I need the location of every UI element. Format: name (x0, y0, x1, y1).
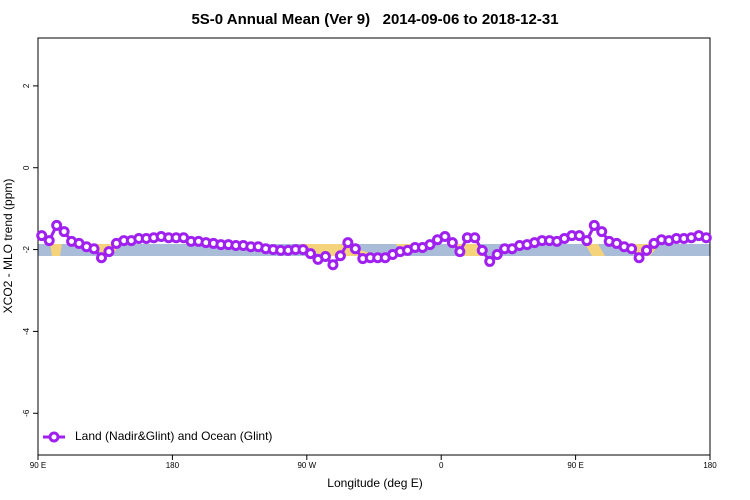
x-tick-label: 0 (439, 461, 444, 470)
data-point (58, 226, 70, 238)
data-point (319, 251, 331, 263)
x-tick-label: 90 E (567, 461, 583, 470)
data-point (305, 248, 317, 260)
legend-label: Land (Nadir&Glint) and Ocean (Glint) (75, 429, 272, 443)
x-tick-label: 180 (703, 461, 717, 470)
data-point (491, 248, 503, 260)
data-point (476, 244, 488, 256)
data-point (95, 252, 107, 264)
data-point (484, 255, 496, 267)
x-tick-label: 180 (166, 461, 180, 470)
data-point (588, 219, 600, 231)
data-point (43, 235, 55, 247)
data-point (36, 230, 48, 242)
y-axis-label: XCO2 - MLO trend (ppm) (1, 179, 15, 314)
data-point (700, 232, 712, 244)
plot-frame (37, 37, 711, 456)
data-point (88, 243, 100, 255)
data-point (633, 252, 645, 264)
data-point (103, 246, 115, 258)
data-point (454, 246, 466, 258)
x-tick-label: 90 E (30, 461, 46, 470)
data-point (446, 237, 458, 249)
y-tick-label: -6 (22, 409, 31, 417)
y-tick-label: -4 (22, 327, 31, 335)
data-point (327, 259, 339, 271)
y-tick-label: -2 (22, 245, 31, 253)
y-tick-label: 0 (22, 165, 31, 170)
data-point (342, 237, 354, 249)
data-point (349, 243, 361, 255)
legend-marker (48, 431, 60, 443)
data-point (573, 230, 585, 242)
data-point (424, 239, 436, 251)
x-axis-label: Longitude (deg E) (327, 476, 422, 490)
data-point (626, 243, 638, 255)
y-tick-label: 2 (22, 83, 31, 88)
chart-title: 5S-0 Annual Mean (Ver 9) 2014-09-06 to 2… (191, 11, 558, 28)
x-tick-label: 90 W (297, 461, 316, 470)
data-point (51, 219, 63, 231)
data-point (641, 244, 653, 256)
data-point (596, 226, 608, 238)
data-point (439, 230, 451, 242)
data-point (469, 232, 481, 244)
data-point (581, 235, 593, 247)
data-point (334, 250, 346, 262)
